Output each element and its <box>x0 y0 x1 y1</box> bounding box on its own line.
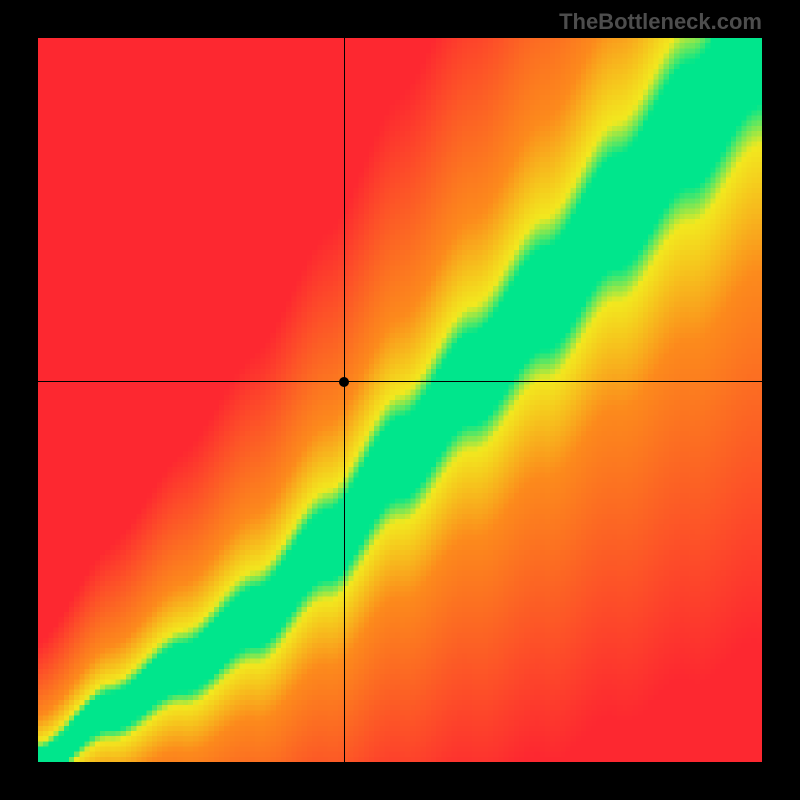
bottleneck-heatmap <box>38 38 762 762</box>
watermark-text: TheBottleneck.com <box>559 9 762 35</box>
crosshair-vertical <box>344 38 345 762</box>
crosshair-horizontal <box>38 381 762 382</box>
